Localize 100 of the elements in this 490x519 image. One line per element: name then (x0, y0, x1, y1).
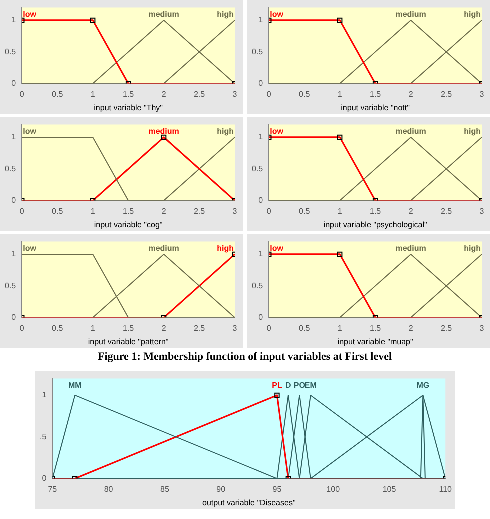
y-tick-label: 1 (12, 250, 17, 259)
y-tick-label: 1 (12, 16, 17, 25)
x-tick-label: 85 (160, 484, 170, 494)
y-tick-label: 0 (258, 196, 264, 206)
x-axis-title: output variable "Diseases" (202, 498, 296, 508)
x-tick-label: 1 (90, 324, 96, 333)
x-tick-label: 2 (162, 324, 167, 333)
x-tick-label: 1.5 (123, 206, 135, 216)
x-tick-label: 0.5 (299, 90, 311, 99)
x-tick-label: 1.5 (123, 90, 135, 99)
x-tick-label: 0 (20, 206, 25, 216)
x-tick-label: 2.5 (440, 324, 453, 333)
y-tick-label: 0 (258, 313, 264, 322)
x-tick-label: 2.5 (194, 206, 206, 216)
x-tick-label: 1 (338, 206, 343, 216)
x-tick-label: 3 (480, 324, 485, 333)
series-label: low (270, 244, 284, 254)
x-tick-label: 0 (20, 90, 25, 99)
x-tick-label: 0.5 (52, 324, 64, 333)
x-tick-label: 2 (162, 206, 167, 216)
series-label: low (23, 127, 38, 136)
series-label: low (270, 10, 284, 20)
series-label: low (23, 244, 38, 254)
x-tick-label: 2.5 (194, 324, 206, 333)
x-tick-label: 1 (90, 90, 96, 99)
x-tick-label: 90 (216, 484, 226, 494)
y-tick-label: 1 (258, 250, 264, 259)
x-tick-label: 2 (408, 324, 414, 333)
series-label: high (464, 127, 482, 136)
y-tick-label: 0 (42, 474, 48, 484)
series-label: medium (396, 244, 426, 254)
series-label: high (464, 10, 482, 20)
series-label: medium (396, 127, 426, 136)
y-tick-label: 0 (12, 79, 17, 88)
series-label: high (464, 244, 482, 254)
series-label: low (23, 10, 38, 20)
x-tick-label: 0.5 (299, 206, 311, 216)
series-label: high (217, 10, 234, 20)
y-tick-label: 0 (258, 79, 264, 88)
y-tick-label: 0 (12, 313, 17, 322)
x-tick-label: 1.5 (370, 324, 382, 333)
y-tick-label: 0 (12, 196, 17, 206)
x-tick-label: 3 (232, 90, 238, 99)
x-tick-label: 2.5 (194, 90, 206, 99)
x-tick-label: 2 (408, 90, 414, 99)
x-tick-label: 1.5 (123, 324, 135, 333)
x-tick-label: 1 (338, 90, 343, 99)
x-tick-label: 0.5 (299, 324, 311, 333)
series-label: medium (148, 127, 180, 136)
x-tick-label: 3 (232, 206, 238, 216)
y-tick-label: 0.5 (4, 164, 17, 174)
x-tick-label: 2.5 (440, 206, 453, 216)
x-tick-label: 1 (90, 206, 96, 216)
x-tick-label: 110 (439, 484, 453, 494)
y-tick-label: 1 (258, 16, 264, 25)
x-tick-label: 3 (480, 206, 485, 216)
series-label: medium (396, 10, 426, 20)
y-tick-label: 1 (42, 390, 48, 400)
caption: Figure 1: Membership function of input variables at First level (96, 351, 394, 363)
x-tick-label: 0 (266, 206, 272, 216)
y-tick-label: 0.5 (4, 281, 17, 290)
series-label: MM (68, 381, 82, 390)
series-label: EM (304, 381, 318, 390)
y-tick-label: 0.5 (252, 164, 264, 174)
x-axis-title: input variable "muap" (338, 337, 414, 346)
y-tick-label: 1 (258, 132, 264, 142)
x-tick-label: 1 (338, 324, 343, 333)
series-label: low (270, 127, 284, 136)
x-tick-label: 0 (266, 324, 272, 333)
y-tick-label: 1 (12, 132, 17, 142)
series-label: PL (272, 381, 282, 390)
series-label: medium (148, 10, 180, 20)
x-axis-title: input variable "Thy" (94, 103, 164, 112)
x-tick-label: 0 (266, 90, 272, 99)
x-axis-title: input variable "nott" (341, 103, 410, 112)
series-label: PO (294, 381, 306, 390)
x-tick-label: 80 (104, 484, 114, 494)
x-axis-title: input variable "psychological" (324, 220, 428, 230)
x-tick-label: 3 (232, 324, 238, 333)
x-tick-label: 2 (408, 206, 414, 216)
y-tick-label: .5 (40, 432, 48, 442)
x-tick-label: 0.5 (52, 206, 64, 216)
x-tick-label: 1.5 (370, 90, 382, 99)
x-tick-label: 0 (20, 324, 25, 333)
x-axis-title: input variable "pattern" (88, 337, 169, 346)
x-tick-label: 2.5 (440, 90, 453, 99)
y-tick-label: 0.5 (252, 47, 264, 56)
x-tick-label: 105 (382, 484, 397, 494)
x-tick-label: 3 (480, 90, 485, 99)
x-tick-label: 100 (326, 484, 341, 494)
x-tick-label: 95 (272, 484, 282, 494)
y-tick-label: 0.5 (4, 47, 17, 56)
series-label: high (217, 244, 234, 254)
series-label: MG (416, 381, 430, 390)
x-tick-label: 0.5 (52, 90, 64, 99)
x-tick-label: 1.5 (370, 206, 382, 216)
series-label: medium (148, 244, 180, 254)
x-tick-label: 75 (48, 484, 58, 494)
series-label: high (217, 127, 234, 136)
x-axis-title: input variable "cog" (94, 220, 163, 230)
